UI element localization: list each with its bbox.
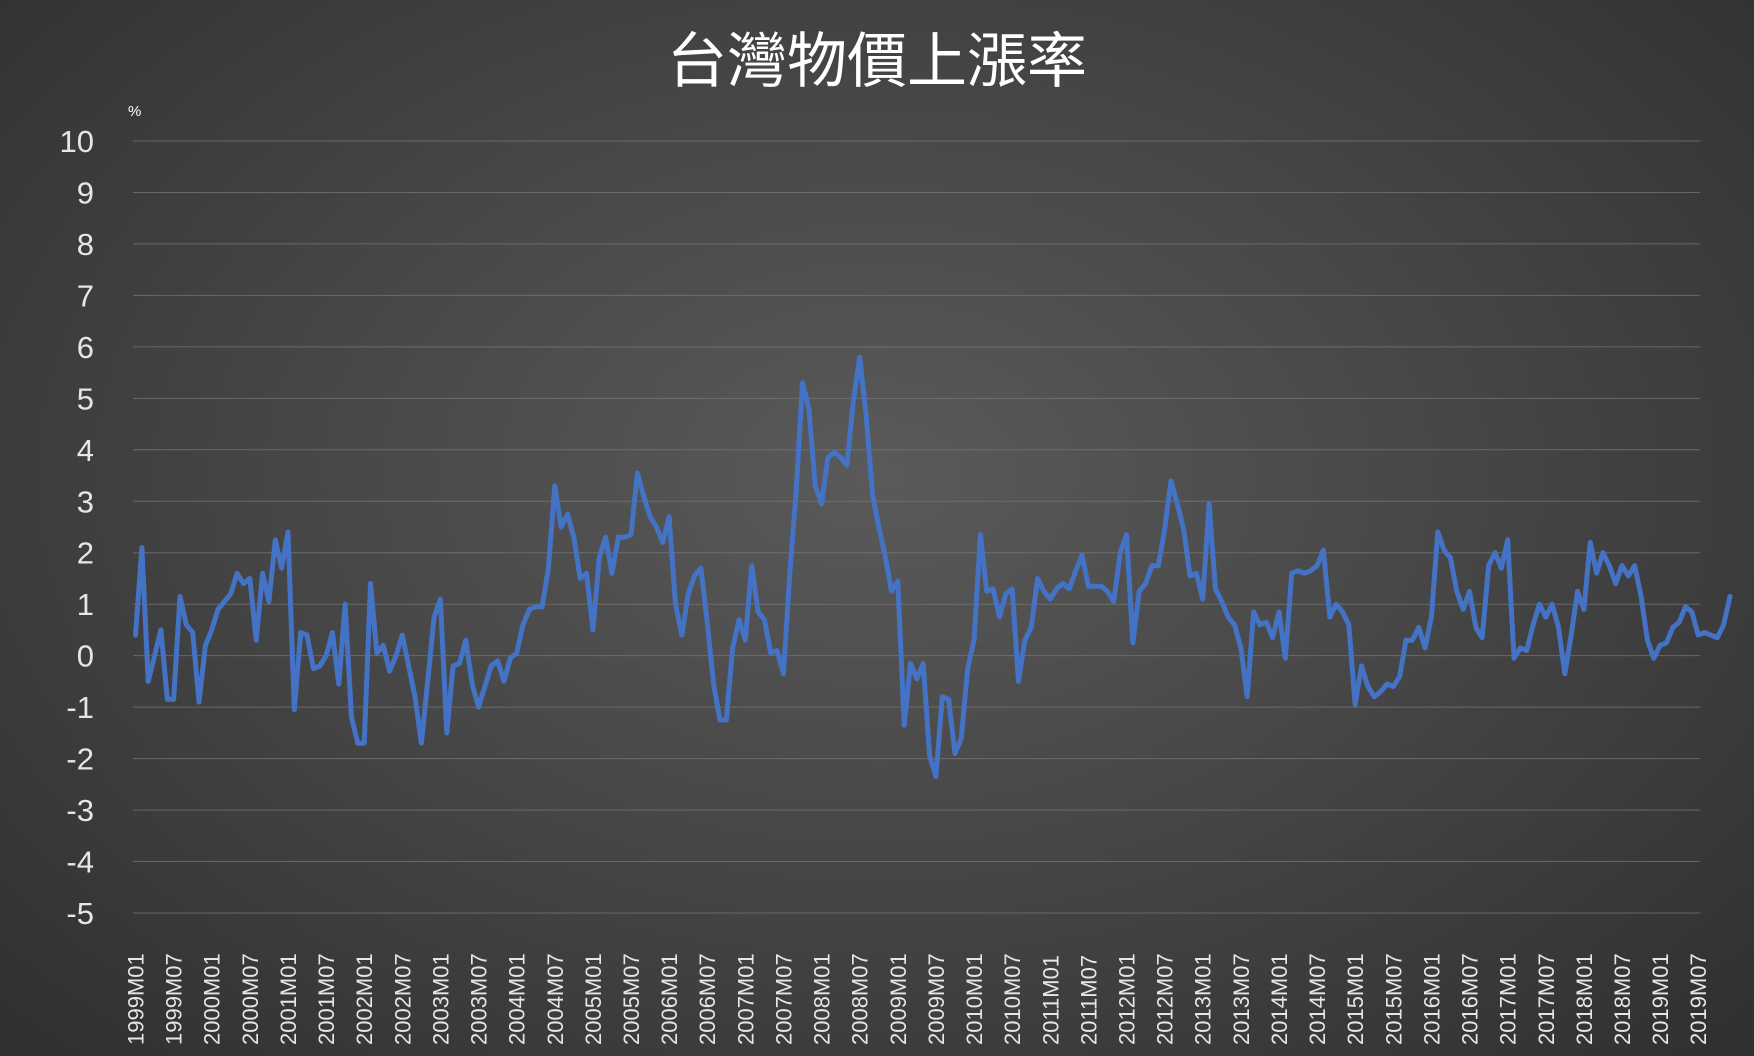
x-tick-label: 2010M07 (1000, 953, 1025, 1045)
y-tick-label: -5 (66, 896, 94, 931)
x-tick-label: 2003M07 (467, 953, 492, 1045)
x-tick-label: 2015M01 (1343, 953, 1368, 1045)
x-tick-label: 2001M01 (276, 953, 301, 1045)
x-tick-label: 2013M07 (1229, 953, 1254, 1045)
y-tick-label: 10 (60, 124, 94, 159)
x-tick-label: 2012M01 (1115, 953, 1140, 1045)
x-tick-label: 2009M07 (924, 953, 949, 1045)
y-tick-label: 1 (77, 587, 94, 622)
y-tick-label: -2 (66, 742, 94, 777)
x-tick-label: 2014M07 (1305, 953, 1330, 1045)
x-tick-label: 2016M07 (1458, 953, 1483, 1045)
x-tick-label: 2012M07 (1153, 953, 1178, 1045)
x-tick-label: 2019M07 (1686, 953, 1711, 1045)
x-tick-label: 2014M01 (1267, 953, 1292, 1045)
x-tick-label: 2015M07 (1381, 953, 1406, 1045)
x-tick-label: 2011M01 (1038, 955, 1063, 1045)
x-tick-label: 2009M01 (886, 953, 911, 1045)
chart-title: 台灣物價上漲率 (667, 27, 1087, 97)
x-tick-label: 2003M01 (428, 953, 453, 1045)
x-tick-label: 2001M07 (314, 953, 339, 1045)
x-tick-label: 2000M01 (200, 953, 225, 1045)
x-tick-label: 2000M07 (238, 953, 263, 1045)
y-axis-unit-label: % (128, 103, 141, 120)
x-tick-label: 2007M07 (771, 953, 796, 1045)
y-tick-label: 2 (77, 536, 94, 571)
y-tick-label: -1 (66, 690, 94, 725)
x-tick-label: 2006M07 (695, 953, 720, 1045)
x-tick-label: 2011M07 (1076, 955, 1101, 1045)
y-tick-label: 5 (77, 381, 94, 416)
y-tick-label: 7 (77, 278, 94, 313)
x-tick-label: 2005M01 (581, 953, 606, 1045)
x-tick-label: 2008M01 (810, 953, 835, 1045)
x-tick-label: 2017M07 (1534, 953, 1559, 1045)
x-tick-label: 2016M01 (1419, 953, 1444, 1045)
y-tick-label: 9 (77, 175, 94, 210)
x-tick-label: 2002M07 (390, 953, 415, 1045)
x-tick-label: 2005M07 (619, 953, 644, 1045)
x-tick-label: 2018M01 (1572, 953, 1597, 1045)
x-tick-label: 2019M01 (1648, 953, 1673, 1045)
x-tick-label: 2004M07 (543, 953, 568, 1045)
x-tick-label: 2010M01 (962, 953, 987, 1045)
x-tick-label: 2002M01 (352, 953, 377, 1045)
x-tick-label: 2018M07 (1610, 953, 1635, 1045)
grid-lines (133, 140, 1700, 914)
y-tick-label: 0 (77, 639, 94, 674)
x-tick-label: 2006M01 (657, 953, 682, 1045)
x-tick-label: 2007M01 (733, 953, 758, 1045)
x-tick-label: 1999M07 (162, 953, 187, 1045)
y-tick-label: -3 (66, 793, 94, 828)
y-tick-label: -4 (66, 845, 94, 880)
cpi-inflation-series-line (133, 354, 1733, 780)
y-tick-label: 4 (77, 433, 94, 468)
series-group (133, 354, 1733, 780)
x-tick-label: 2013M01 (1191, 953, 1216, 1045)
y-tick-label: 8 (77, 227, 94, 262)
x-axis-tick-labels: 1999M01 1999M07 2000M01 2000M07 2001M01 2001M… (124, 953, 1712, 1045)
x-tick-label: 2004M01 (505, 953, 530, 1045)
y-tick-label: 3 (77, 484, 94, 519)
y-tick-label: 6 (77, 330, 94, 365)
x-tick-label: 2008M07 (848, 953, 873, 1045)
x-tick-label: 2017M01 (1496, 953, 1521, 1045)
x-tick-label: 1999M01 (124, 953, 149, 1045)
